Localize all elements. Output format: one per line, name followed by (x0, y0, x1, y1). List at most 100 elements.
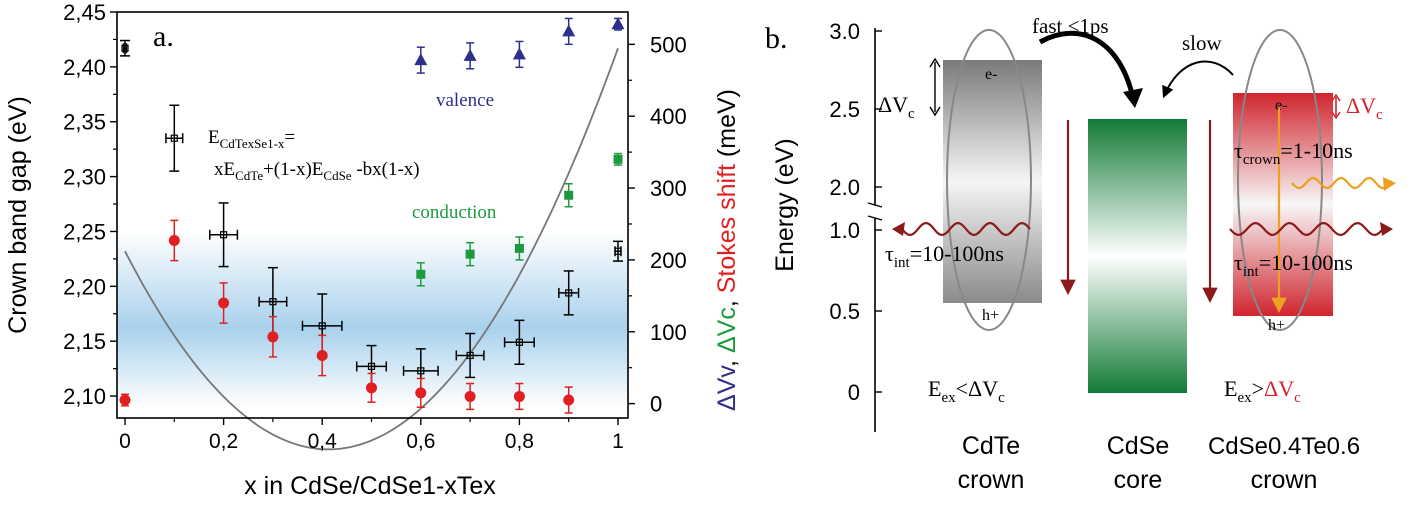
label-e-left: e- (985, 66, 997, 83)
y2-label-part: , (713, 353, 741, 367)
y-tick-label: 2,25 (63, 219, 106, 244)
fast-transfer-arrow (1038, 30, 1136, 99)
delta-vc-right-label: ΔVc (1346, 93, 1383, 123)
band-cdsete-crown (1233, 93, 1333, 316)
band-gap-point (318, 322, 326, 330)
conduction-point (564, 190, 574, 200)
column-label-crown-2: crown (1251, 466, 1318, 494)
photon-wave-orange-head (1383, 177, 1396, 191)
energy-tick-label: 2.5 (829, 97, 860, 122)
photon-wave-left (899, 221, 1031, 237)
y2-tick-label: 500 (650, 32, 687, 57)
panel-a: 0 0,2 0,4 0,6 0,8 1 2,10 2,15 2,20 2,25 2,30 2,35 2,… (4, 0, 741, 500)
conduction-point (613, 154, 623, 164)
plot-area (119, 17, 625, 451)
formula-sub: CdTexSe1-x (220, 136, 285, 151)
band-cdte-crown (943, 60, 1042, 303)
formula-sub: CdTe (235, 168, 263, 183)
formula-text: E (208, 127, 220, 148)
y2-label-part: Stokes shift (713, 164, 741, 293)
y2-label-part: ΔVv (713, 365, 741, 411)
panel-b: b. Energy (eV) 2.0 2.5 3.0 0 0.5 1.0 e- h+ e-… (765, 14, 1396, 494)
x-tick-label: 0 (119, 430, 131, 453)
stokes-shift-point (464, 390, 476, 402)
y2-tick-label: 200 (650, 248, 687, 273)
eex-lt-label: Eex<ΔVc (928, 376, 1005, 406)
fit-curve (124, 47, 619, 451)
column-label-cdte-2: crown (958, 466, 1025, 494)
valence-point (512, 47, 526, 60)
x-tick-label: 0,4 (308, 430, 338, 453)
formula-text: +(1-x)E (263, 159, 323, 180)
energy-tick-label: 2.0 (829, 175, 860, 200)
stokes-shift-point (218, 297, 230, 309)
legend-label-valence: valence (436, 90, 494, 111)
y-tick-label: 2,20 (63, 274, 106, 299)
band-cdse-core (1088, 119, 1187, 393)
formula-text: xE (214, 159, 235, 180)
x-axis-label: x in CdSe/CdSe1-xTex (244, 472, 496, 500)
conduction-point (465, 249, 475, 259)
label-h-left: h+ (982, 307, 999, 324)
panel-label-a: a. (153, 20, 174, 53)
band-gap-point (515, 338, 524, 346)
label-e-right: e- (1275, 97, 1287, 114)
tau-int-left: τint=10-100ns (885, 241, 1004, 271)
photon-wave-left-head (892, 222, 905, 236)
formula-line-2: xECdTe+(1-x)ECdSe -bx(1-x) (214, 159, 420, 183)
stokes-shift-point (513, 390, 525, 402)
band-gap-point (269, 298, 277, 306)
valence-point (414, 53, 428, 66)
conduction-point (416, 269, 426, 279)
delta-vc-left-arrow (929, 57, 941, 68)
formula-text: = (284, 127, 295, 148)
column-label-cdse-1: CdSe (1107, 432, 1170, 460)
energy-ticks: 2.0 2.5 3.0 0 0.5 1.0 (829, 19, 882, 405)
band-gap-point (121, 44, 129, 52)
y-tick-label: 2,35 (63, 110, 106, 135)
stokes-shift-point (316, 349, 328, 361)
slow-transfer-arrow (1162, 60, 1234, 99)
band-gap-point (614, 247, 622, 255)
axis-break-mark (867, 202, 883, 208)
valence-point (463, 48, 477, 61)
axis-ticks: 0 0,2 0,4 0,6 0,8 1 2,10 2,15 2,20 2,25 2,30 2,35 2,… (63, 0, 687, 453)
x-tick-label: 0,6 (406, 430, 435, 453)
valence-point (562, 24, 576, 37)
stokes-shift-point (563, 394, 575, 406)
energy-tick-label: 0.5 (829, 299, 860, 324)
fast-transfer-arrowhead (1123, 88, 1143, 108)
delta-vc-right-arrow (1331, 111, 1341, 120)
x-tick-label: 0,8 (505, 430, 534, 453)
legend-label-conduction: conduction (412, 202, 497, 223)
conduction-point (514, 243, 524, 253)
delta-vc-left-arrow (929, 106, 941, 117)
exciton-ellipse-right (1237, 29, 1323, 331)
delta-vc-left-label: ΔVc (878, 92, 915, 122)
shaded-band (117, 231, 628, 408)
exciton-ellipse-left (946, 29, 1032, 331)
y-tick-label: 2,45 (63, 0, 106, 25)
y-tick-label: 2,10 (63, 384, 106, 409)
column-label-crown-1: CdSe0.4Te0.6 (1208, 433, 1360, 460)
delta-vc-right-arrow (1331, 93, 1341, 102)
stokes-shift-point (267, 331, 279, 343)
y-tick-label: 2,30 (63, 165, 106, 190)
tau-int-right: τint=10-100ns (1234, 250, 1353, 280)
formula-text: -bx(1-x) (352, 159, 420, 180)
panel-label-b: b. (765, 22, 788, 55)
y-tick-label: 2,40 (63, 55, 106, 80)
stokes-shift-point (415, 387, 427, 399)
y-tick-label: 2,15 (63, 329, 106, 354)
photon-wave-orange (1291, 176, 1389, 190)
photon-wave-right (1229, 221, 1386, 237)
label-h-right: h+ (1268, 317, 1285, 334)
band-gap-point (417, 367, 425, 375)
energy-axis-label: Energy (eV) (771, 138, 799, 271)
y2-label-part: , (713, 293, 741, 307)
x-tick-label: 0,2 (209, 430, 238, 453)
y2-tick-label: 0 (650, 392, 662, 417)
tau-crown: τcrown=1-10ns (1234, 138, 1353, 168)
eex-gt-label: Eex>ΔVc (1224, 376, 1301, 406)
